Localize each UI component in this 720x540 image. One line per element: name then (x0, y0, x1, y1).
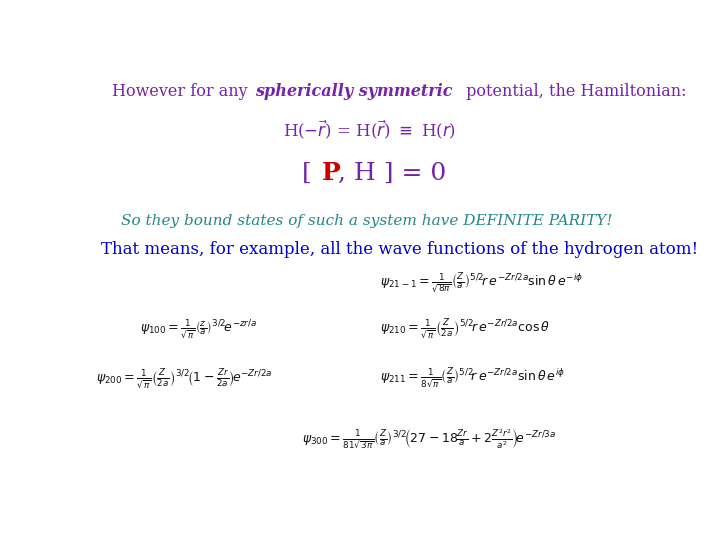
Text: [: [ (302, 161, 320, 184)
Text: , H ] = 0: , H ] = 0 (338, 161, 446, 184)
Text: So they bound states of such a system have DEFINITE PARITY!: So they bound states of such a system ha… (121, 214, 612, 228)
Text: H($-\vec{r}$) = H($\vec{r}$) $\equiv$ H($r$): H($-\vec{r}$) = H($\vec{r}$) $\equiv$ H(… (282, 118, 456, 140)
Text: $\psi_{211} = \frac{1}{8\sqrt{\pi}}\left(\frac{Z}{a}\right)^{5/2}\! r\, e^{-Zr/2: $\psi_{211} = \frac{1}{8\sqrt{\pi}}\left… (380, 367, 565, 390)
Text: That means, for example, all the wave functions of the hydrogen atom!: That means, for example, all the wave fu… (101, 241, 698, 258)
Text: $\psi_{210} = \frac{1}{\sqrt{\pi}}\left(\frac{Z}{2a}\right)^{5/2}\! r\, e^{-Zr/2: $\psi_{210} = \frac{1}{\sqrt{\pi}}\left(… (380, 317, 550, 341)
Text: spherically symmetric: spherically symmetric (255, 83, 452, 100)
Text: $\psi_{200} = \frac{1}{\sqrt{\pi}}\left(\frac{Z}{2a}\right)^{3/2}\!\left(1 - \fr: $\psi_{200} = \frac{1}{\sqrt{\pi}}\left(… (96, 367, 272, 390)
Text: P: P (322, 161, 341, 185)
Text: $\psi_{300} = \frac{1}{81\sqrt{3\pi}}\left(\frac{Z}{a}\right)^{3/2}\!\left(27 - : $\psi_{300} = \frac{1}{81\sqrt{3\pi}}\le… (302, 427, 557, 451)
Text: However for any: However for any (112, 83, 253, 100)
Text: potential, the Hamiltonian:: potential, the Hamiltonian: (461, 83, 687, 100)
Text: $\psi_{21-1} = \frac{1}{\sqrt{8\pi}}\left(\frac{Z}{a}\right)^{5/2}\! r\, e^{-Zr/: $\psi_{21-1} = \frac{1}{\sqrt{8\pi}}\lef… (380, 272, 583, 295)
Text: $\psi_{100} = \frac{1}{\sqrt{\pi}}\left(\frac{z}{a}\right)^{3/2}\! e^{-zr/a}$: $\psi_{100} = \frac{1}{\sqrt{\pi}}\left(… (140, 317, 258, 341)
